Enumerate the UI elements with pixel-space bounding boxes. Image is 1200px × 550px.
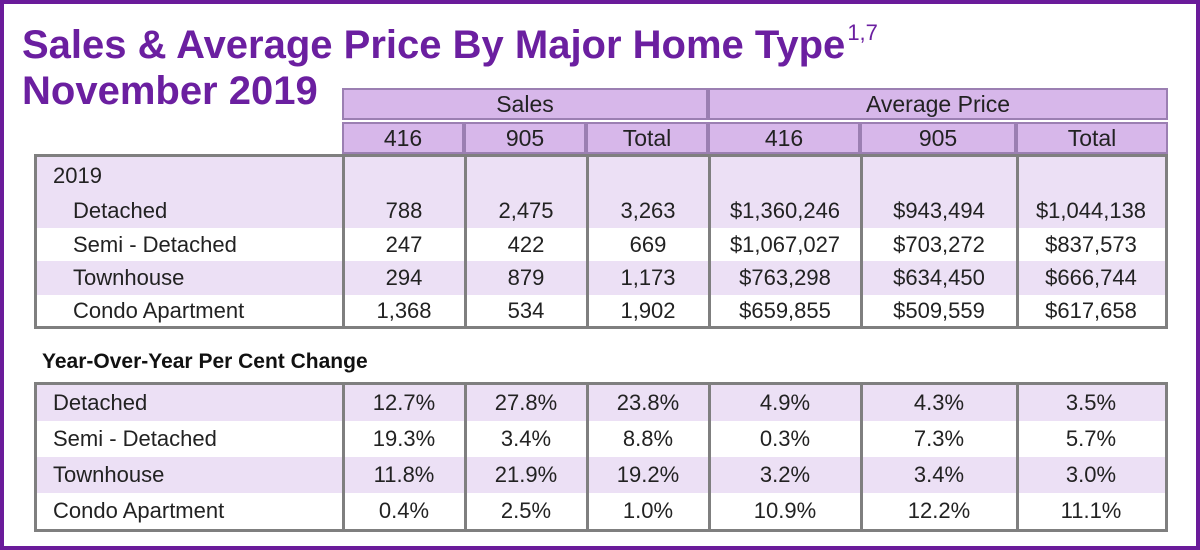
cell-value: $943,494 [893, 198, 985, 223]
cell-value: 3.4% [913, 462, 965, 487]
cell-value: 7.3% [913, 426, 965, 451]
row-label: Condo Apartment [53, 498, 225, 523]
title-line-1: Sales & Average Price By Major Home Type [22, 23, 846, 67]
table-row: Condo Apartment 0.4% 2.5% 1.0% 10.9% 12.… [37, 493, 1165, 529]
cell-value: 3.5% [1065, 390, 1117, 415]
row-label: Condo Apartment [73, 298, 245, 323]
divider [860, 157, 863, 326]
cell-value: $703,272 [893, 231, 985, 257]
cell-value: 247 [385, 231, 423, 257]
band-townhouse [37, 457, 1165, 493]
table-row: Detached 12.7% 27.8% 23.8% 4.9% 4.3% 3.5… [37, 385, 1165, 421]
cell-value: 1,173 [620, 265, 676, 290]
cell-value: 23.8% [616, 390, 680, 415]
header-col-price-905: 905 [860, 122, 1016, 154]
cell-value: 0.4% [378, 498, 430, 523]
divider [342, 385, 345, 529]
cell-value: $763,298 [739, 265, 831, 290]
cell-value: 4.3% [913, 390, 965, 415]
cell-value: 5.7% [1065, 426, 1117, 451]
cell-value: 422 [507, 231, 545, 257]
cell-value: 294 [385, 265, 423, 290]
table-row: Detached 788 2,475 3,263 $1,360,246 $943… [37, 194, 1165, 228]
cell-value: 2,475 [498, 198, 554, 223]
cell-value: 12.7% [372, 390, 436, 415]
divider [342, 157, 345, 326]
cell-value: 21.9% [494, 462, 558, 487]
cell-value: 11.1% [1060, 498, 1122, 523]
band-year [37, 157, 1165, 194]
divider [860, 385, 863, 529]
cell-value: 1,902 [620, 298, 676, 323]
title-superscript: 1,7 [847, 20, 878, 45]
cell-value: 788 [385, 198, 423, 223]
title-line-2: November 2019 [22, 69, 318, 113]
cell-value: 669 [629, 231, 667, 257]
row-label: Semi - Detached [73, 231, 237, 257]
yoy-title: Year-Over-Year Per Cent Change [42, 350, 368, 373]
table-row: Condo Apartment 1,368 534 1,902 $659,855… [37, 295, 1165, 327]
divider [708, 157, 711, 326]
header-col-price-total: Total [1016, 122, 1168, 154]
cell-value: 1,368 [376, 298, 432, 323]
header-price-group: Average Price [708, 88, 1168, 120]
cell-value: 27.8% [494, 390, 558, 415]
cell-value: 12.2% [907, 498, 971, 523]
header-col-sales-416: 416 [342, 122, 464, 154]
divider [1016, 157, 1019, 326]
table-row: Semi - Detached 19.3% 3.4% 8.8% 0.3% 7.3… [37, 421, 1165, 457]
cell-value: 879 [507, 265, 545, 290]
chart-title: Sales & Average Price By Major Home Type… [22, 10, 922, 114]
band-detached [37, 194, 1165, 228]
cell-value: $659,855 [739, 298, 831, 323]
divider [464, 385, 467, 529]
cell-value: 3,263 [620, 198, 676, 223]
band-detached [37, 385, 1165, 421]
cell-value: 3.4% [500, 426, 552, 451]
cell-value: 10.9% [753, 498, 817, 523]
year-row: 2019 [37, 163, 1165, 189]
header-col-sales-905: 905 [464, 122, 586, 154]
cell-value: 1.0% [622, 498, 674, 523]
header-col-price-416: 416 [708, 122, 860, 154]
table-row: Semi - Detached 247 422 669 $1,067,027 $… [37, 228, 1165, 261]
cell-value: 19.2% [616, 462, 680, 487]
cell-value: $1,360,246 [729, 198, 841, 223]
table-yoy: Detached 12.7% 27.8% 23.8% 4.9% 4.3% 3.5… [34, 382, 1168, 532]
header-col-sales-total: Total [586, 122, 708, 154]
divider [708, 385, 711, 529]
divider [1016, 385, 1019, 529]
table-2019: 2019 Detached 788 2,475 3,263 $1,360,246… [34, 154, 1168, 329]
divider [464, 157, 467, 326]
cell-value: 4.9% [759, 390, 811, 415]
cell-value: $509,559 [893, 298, 985, 323]
table-row: Townhouse 294 879 1,173 $763,298 $634,45… [37, 261, 1165, 295]
cell-value: $1,044,138 [1035, 198, 1147, 223]
year-label: 2019 [53, 163, 102, 188]
cell-value: $837,573 [1045, 231, 1137, 257]
cell-value: $1,067,027 [729, 231, 841, 257]
cell-value: 0.3% [759, 426, 811, 451]
row-label: Detached [53, 390, 148, 415]
row-label: Townhouse [53, 462, 165, 487]
cell-value: 11.8% [373, 462, 435, 487]
cell-value: 8.8% [622, 426, 674, 451]
row-label: Detached [73, 198, 168, 223]
table-row: Townhouse 11.8% 21.9% 19.2% 3.2% 3.4% 3.… [37, 457, 1165, 493]
band-townhouse [37, 261, 1165, 295]
divider [586, 157, 589, 326]
cell-value: 2.5% [500, 498, 552, 523]
cell-value: $634,450 [893, 265, 985, 290]
cell-value: $666,744 [1045, 265, 1137, 290]
row-label: Townhouse [73, 265, 185, 290]
cell-value: 19.3% [372, 426, 436, 451]
row-label: Semi - Detached [53, 426, 217, 451]
cell-value: 3.0% [1065, 462, 1117, 487]
cell-value: 3.2% [759, 462, 811, 487]
header-sales-group: Sales [342, 88, 708, 120]
cell-value: $617,658 [1045, 298, 1137, 323]
cell-value: 534 [507, 298, 545, 323]
divider [586, 385, 589, 529]
